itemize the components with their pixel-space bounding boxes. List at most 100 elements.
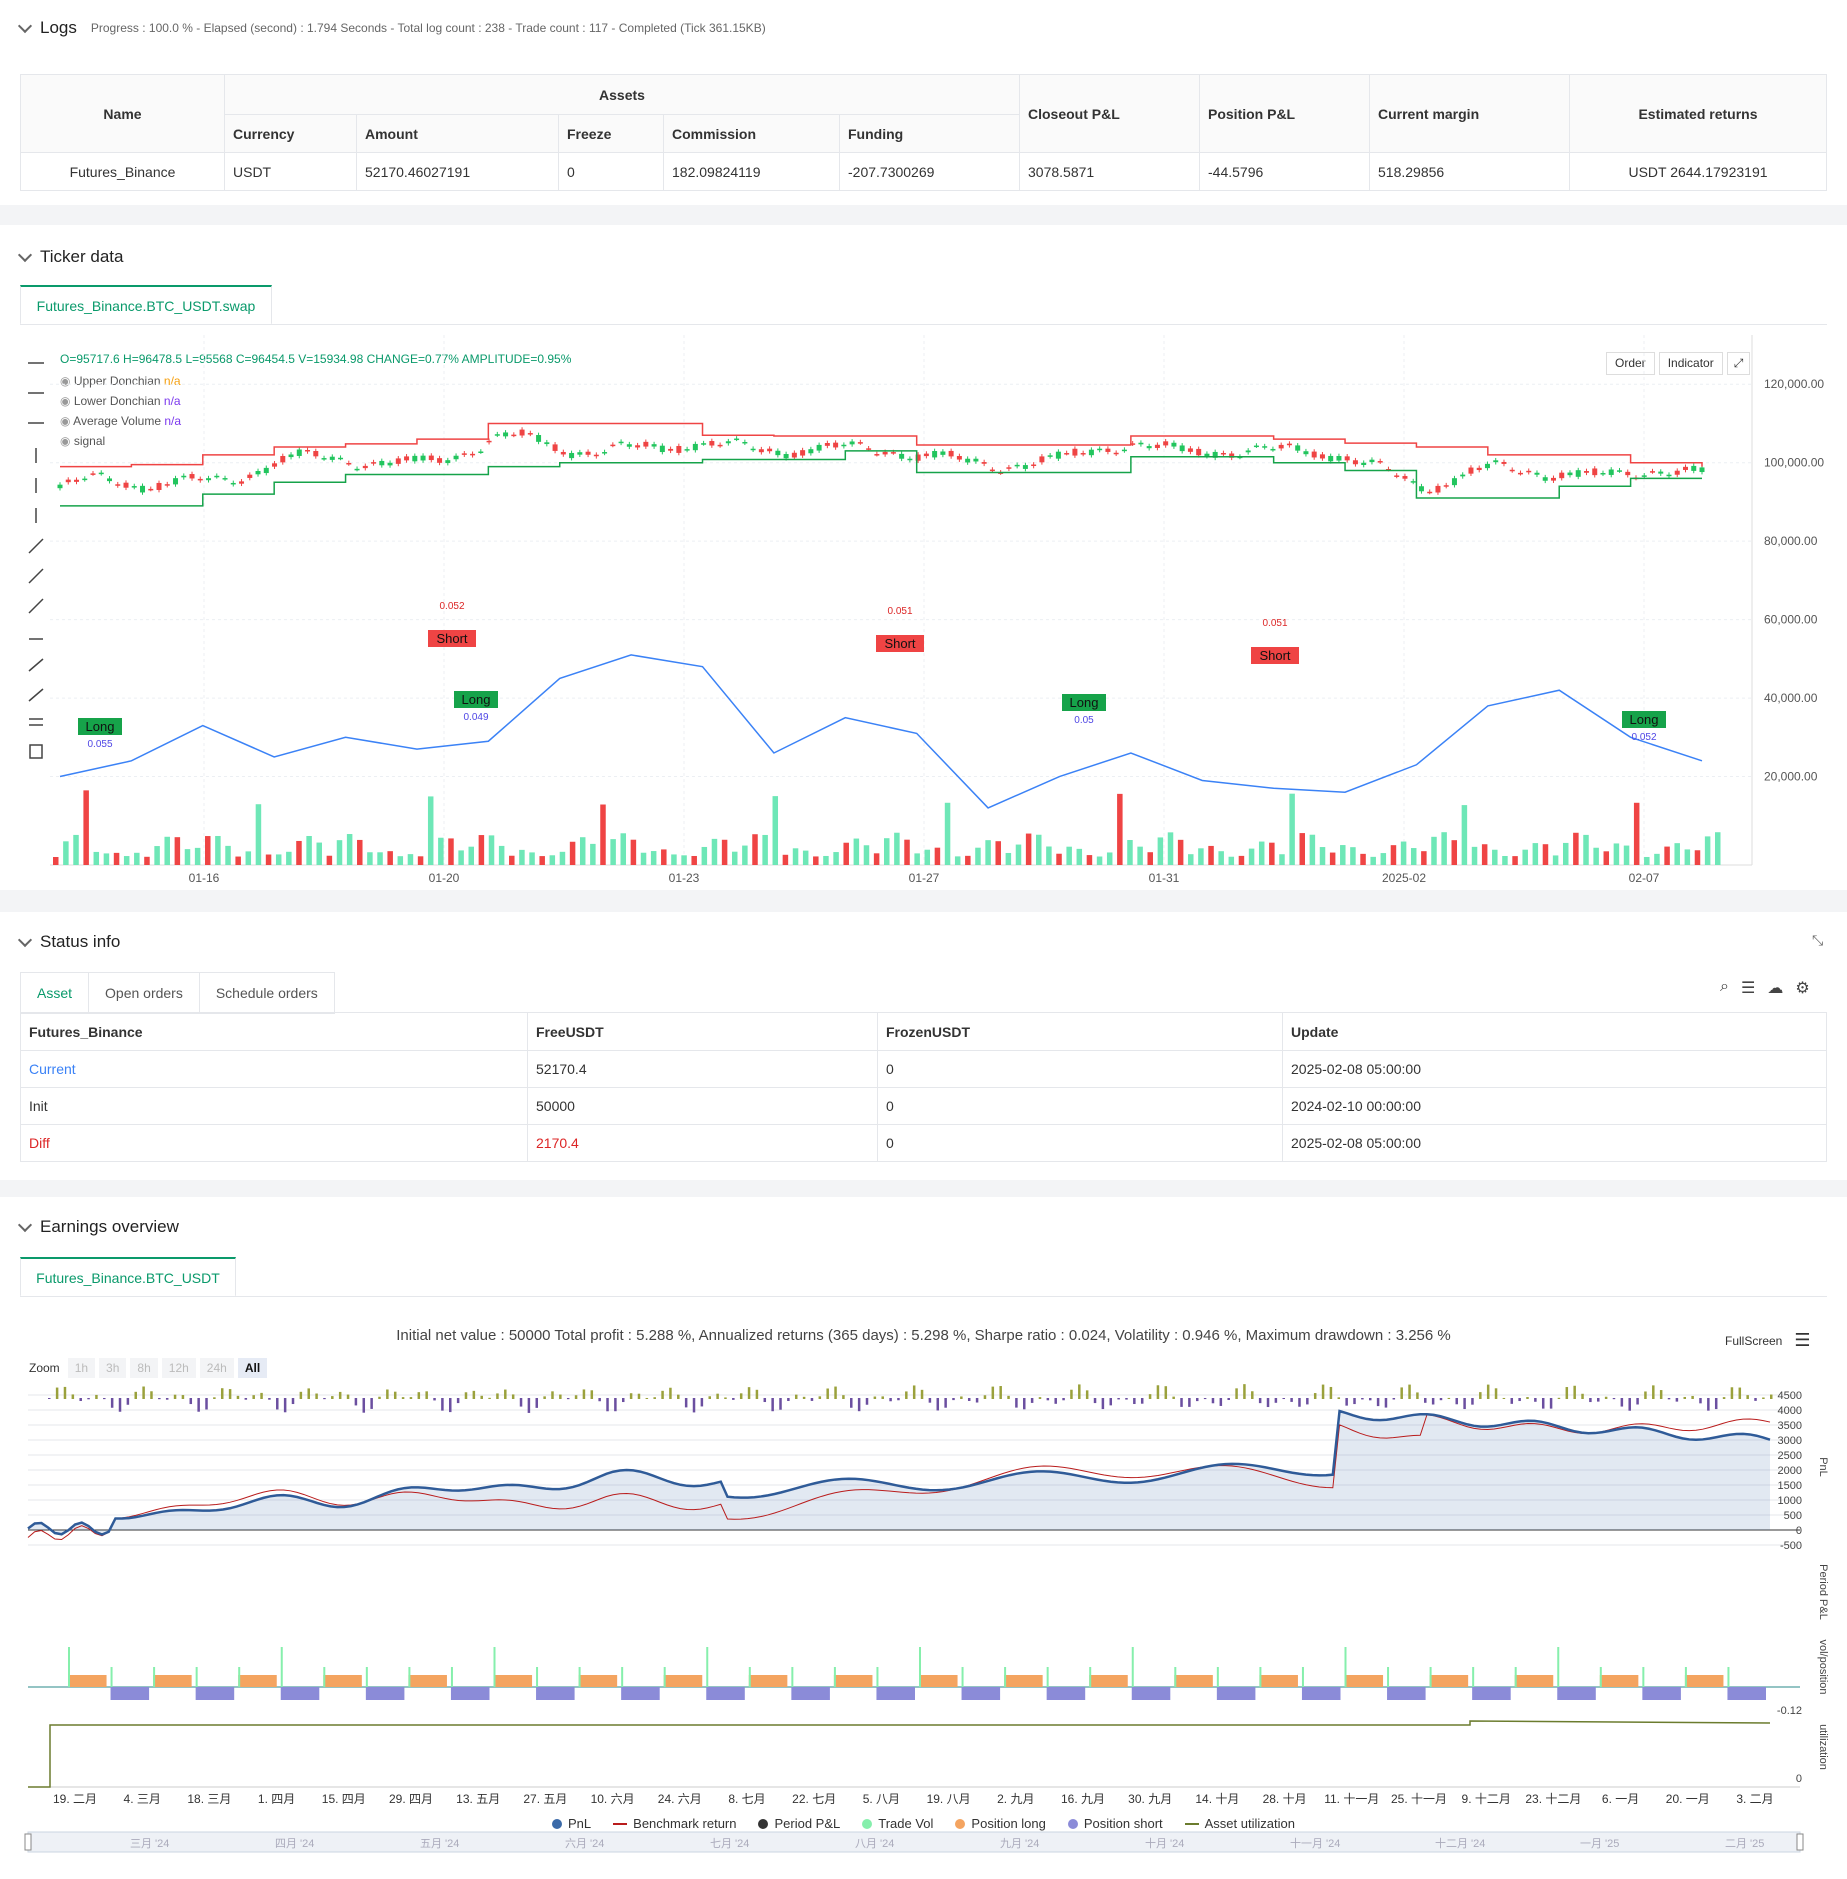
axis-title-vol: vol/position (1817, 1639, 1829, 1694)
fullscreen-button[interactable]: FullScreen ☰ (1725, 1330, 1811, 1351)
period-bar (1424, 1398, 1427, 1403)
period-bar (543, 1396, 546, 1399)
zoom-3h[interactable]: 3h (99, 1358, 127, 1378)
position-long-bar (323, 1675, 362, 1687)
earnings-chart[interactable]: 4500 4000 3500 3000 2500 2000 1500 1000 500 0 -500… (0, 1197, 1847, 1879)
zoom-12h[interactable]: 12h (161, 1358, 196, 1378)
trade-vol-bar (536, 1667, 539, 1687)
period-bar (566, 1398, 570, 1400)
position-short-bar (1727, 1687, 1766, 1700)
candle-body (824, 443, 830, 446)
candle-body (552, 444, 558, 451)
row-label-current[interactable]: Current (20, 1050, 528, 1088)
volume-bar (1532, 843, 1539, 865)
legend-tradevol[interactable]: Trade Vol (862, 1816, 933, 1831)
chevron-down-icon[interactable] (17, 18, 33, 33)
legend-util[interactable]: Asset utilization (1184, 1816, 1295, 1831)
candle-body (478, 451, 484, 454)
fullscreen-label[interactable]: FullScreen (1725, 1333, 1783, 1348)
legend-long[interactable]: Position long (955, 1816, 1046, 1831)
position-long-bar (68, 1675, 107, 1687)
order-button[interactable]: Order (1606, 352, 1655, 375)
candle-body (461, 453, 467, 455)
period-bar (1368, 1398, 1372, 1401)
candle-body (1361, 462, 1367, 465)
trade-vol-bar (238, 1667, 241, 1687)
zoom-1h[interactable]: 1h (67, 1358, 96, 1378)
legend-short[interactable]: Position short (1067, 1816, 1163, 1831)
candle-body (1278, 444, 1284, 449)
zoom-all[interactable]: All (237, 1358, 268, 1378)
volume-bar (367, 852, 373, 865)
toolbar-icons[interactable] (26, 353, 46, 773)
volume-bar (1188, 854, 1194, 865)
x-tick-label: 01-27 (909, 871, 940, 885)
tab-schedule-orders[interactable]: Schedule orders (199, 972, 335, 1014)
logs-header[interactable]: Logs Progress : 100.0 % - Elapsed (secon… (17, 18, 766, 38)
search-icon[interactable]: ⌕ (1720, 978, 1729, 995)
legend-period[interactable]: Period P&L (758, 1816, 840, 1831)
eye-icon[interactable]: ◉ (60, 394, 71, 408)
x-tick-label: 16. 九月 (1061, 1792, 1105, 1806)
ticker-chart[interactable]: Long 0.055 Short 0.052 Long 0.049 Short 0.051 Lo… (0, 225, 1847, 890)
volume-bar (853, 838, 860, 865)
legend-pnl[interactable]: PnL (552, 1816, 591, 1831)
cloud-download-icon[interactable]: ☁ (1767, 980, 1784, 997)
ticker-header[interactable]: Ticker data (17, 247, 123, 267)
indicator-lower[interactable]: ◉ Lower Donchian n/a (60, 391, 181, 411)
volume-bar (1056, 853, 1062, 865)
signal-qty: 0.055 (87, 739, 112, 750)
period-bar (1054, 1398, 1057, 1404)
indicator-volume[interactable]: ◉ Average Volume n/a (60, 411, 181, 431)
tab-open-orders[interactable]: Open orders (89, 972, 200, 1014)
candle-body (626, 444, 632, 447)
tab-asset[interactable]: Asset (20, 972, 90, 1014)
volume-bar (498, 845, 505, 865)
period-bar (244, 1398, 248, 1400)
period-bar (1565, 1387, 1569, 1399)
eye-icon[interactable]: ◉ (60, 374, 71, 388)
earnings-header[interactable]: Earnings overview (17, 1217, 179, 1237)
y-tick-label: 60,000.00 (1764, 613, 1818, 627)
trade-vol-bar (621, 1667, 624, 1687)
period-bar (1573, 1385, 1576, 1399)
volume-bar (519, 849, 525, 865)
candle-body (849, 441, 855, 445)
volume-bar (1269, 842, 1275, 865)
expand-icon[interactable]: ⤢ (1726, 352, 1751, 375)
volume-bar (1461, 805, 1468, 865)
volume-bar (296, 840, 302, 865)
period-bar (960, 1396, 963, 1399)
eye-icon[interactable]: ◉ (60, 414, 71, 428)
eye-icon[interactable]: ◉ (60, 434, 71, 448)
period-bar (1431, 1398, 1435, 1405)
indicator-button[interactable]: Indicator (1658, 352, 1723, 375)
zoom-8h[interactable]: 8h (130, 1358, 158, 1378)
volume-bar (1552, 855, 1559, 865)
position-short-bar (1131, 1687, 1171, 1700)
menu-icon[interactable]: ☰ (1740, 980, 1756, 997)
x-tick-label: 20. 一月 (1666, 1792, 1710, 1806)
candle-body (272, 463, 278, 467)
trade-vol-bar (1344, 1647, 1347, 1687)
legend-benchmark[interactable]: Benchmark return (613, 1816, 736, 1831)
period-bar (378, 1396, 381, 1399)
axis-title-period: Period P&L (1817, 1564, 1829, 1620)
trade-vol-bar (153, 1667, 156, 1687)
gear-icon[interactable]: ⚙ (1795, 980, 1810, 997)
candle-body (263, 467, 269, 474)
cell-frozen: 0 (877, 1050, 1283, 1088)
chevron-down-icon[interactable] (17, 932, 33, 947)
indicator-upper[interactable]: ◉ Upper Donchian n/a (60, 371, 181, 391)
hamburger-icon[interactable]: ☰ (1794, 1330, 1811, 1350)
zoom-24h[interactable]: 24h (199, 1358, 234, 1378)
status-header[interactable]: Status info (17, 932, 120, 952)
period-bar (126, 1398, 130, 1405)
period-bar (393, 1391, 397, 1399)
candle-body (725, 441, 731, 444)
chart-buttons: Order Indicator ⤢ (1606, 352, 1751, 375)
collapse-icon[interactable]: ⤡ (1812, 932, 1824, 948)
trade-vol-bar (876, 1667, 879, 1687)
indicator-signal[interactable]: ◉ signal (60, 431, 181, 451)
tab-earnings-symbol[interactable]: Futures_Binance.BTC_USDT (20, 1257, 236, 1297)
